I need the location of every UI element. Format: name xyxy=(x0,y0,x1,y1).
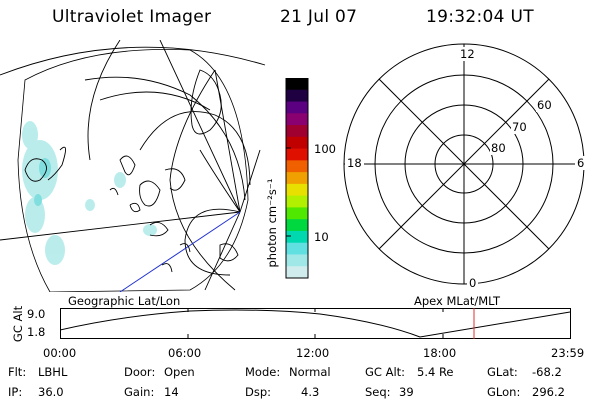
field-of-view-boundary xyxy=(17,48,249,292)
altitude-xtick-1200: 12:00 xyxy=(296,346,330,360)
info-seq-key: Seq: xyxy=(365,385,391,399)
colorbar-swatch xyxy=(286,230,308,244)
mlat-label-70: 70 xyxy=(511,120,528,134)
info-gc-alt: GC Alt: 5.4 Re xyxy=(365,365,475,379)
coastlines xyxy=(24,69,239,273)
info-mode-value: Normal xyxy=(289,365,331,379)
info-door-key: Door: xyxy=(124,365,156,379)
emission-patches xyxy=(22,121,157,265)
colorbar-tick-label-10: 10 xyxy=(314,230,329,244)
info-ip-key: IP: xyxy=(8,385,23,399)
colorbar-swatch xyxy=(286,242,308,255)
info-seq-value: 39 xyxy=(399,385,414,399)
altitude-ytick-1-8: 1.8 xyxy=(27,325,46,339)
info-flt-key: Flt: xyxy=(8,365,27,379)
polar-diagonal-2 xyxy=(378,78,550,250)
mlt-label-bottom: 0 xyxy=(467,276,479,290)
colorbar-swatch xyxy=(286,148,308,161)
colorbar-swatch xyxy=(286,136,308,150)
info-mode: Mode: Normal xyxy=(245,365,355,379)
apex-caption: Apex MLat/MLT xyxy=(414,294,501,308)
info-flt-value: LBHL xyxy=(38,365,68,379)
info-glon-key: GLon: xyxy=(487,385,521,399)
info-dsp-value: 4.3 xyxy=(301,385,320,399)
info-dsp: Dsp: 4.3 xyxy=(245,385,355,399)
geographic-caption: Geographic Lat/Lon xyxy=(68,294,181,308)
time-label: 19:32:04 UT xyxy=(426,7,534,27)
mlt-label-right: 6 xyxy=(575,156,587,170)
info-gain-key: Gain: xyxy=(124,385,155,399)
colorbar-swatch xyxy=(286,160,308,173)
emission-patches-bright xyxy=(34,158,51,206)
satellite-track xyxy=(119,211,241,292)
altitude-xtick-0600: 06:00 xyxy=(168,346,202,360)
colorbar-swatch xyxy=(286,89,308,103)
info-gc-alt-key: GC Alt: xyxy=(365,365,406,379)
info-glat-value: -68.2 xyxy=(532,365,562,379)
info-glat-key: GLat: xyxy=(487,365,518,379)
colorbar xyxy=(285,78,309,279)
mlat-label-80: 80 xyxy=(490,141,507,155)
info-ip: IP: 36.0 xyxy=(8,385,98,399)
geographic-map xyxy=(0,40,266,292)
colorbar-swatch xyxy=(286,254,308,267)
colorbar-swatch xyxy=(286,172,308,185)
info-door-value: Open xyxy=(164,365,195,379)
geographic-grid xyxy=(0,40,266,291)
altitude-xticks xyxy=(187,308,444,339)
colorbar-unit-label: photon cm⁻²s⁻¹ xyxy=(265,178,279,268)
altitude-xtick-0000: 00:00 xyxy=(43,346,77,360)
mlt-label-top: 12 xyxy=(458,47,477,61)
info-flt: Flt: LBHL xyxy=(8,365,98,379)
info-glon-value: 296.2 xyxy=(532,385,565,399)
colorbar-swatch xyxy=(286,207,308,220)
altitude-plot xyxy=(60,308,571,339)
colorbar-tick-label-100: 100 xyxy=(314,142,336,156)
info-ip-value: 36.0 xyxy=(38,385,64,399)
info-mode-key: Mode: xyxy=(245,365,281,379)
info-door: Door: Open xyxy=(124,365,224,379)
colorbar-swatch xyxy=(286,113,308,126)
info-dsp-key: Dsp: xyxy=(245,385,272,399)
info-glat: GLat: -68.2 xyxy=(487,365,597,379)
colorbar-swatch xyxy=(286,195,308,208)
info-gc-alt-value: 5.4 Re xyxy=(417,365,454,379)
info-seq: Seq: 39 xyxy=(365,385,475,399)
info-glon: GLon: 296.2 xyxy=(487,385,597,399)
altitude-xtick-1800: 18:00 xyxy=(423,346,457,360)
colorbar-frame xyxy=(285,78,309,279)
colorbar-swatch xyxy=(286,78,308,91)
altitude-ytick-9: 9.0 xyxy=(27,307,46,321)
polar-plot xyxy=(343,43,585,285)
mlat-label-60: 60 xyxy=(536,98,553,112)
colorbar-swatch xyxy=(286,183,308,197)
colorbar-swatch xyxy=(286,101,308,114)
mlt-label-left: 18 xyxy=(345,156,364,170)
info-gain-value: 14 xyxy=(164,385,179,399)
colorbar-swatch xyxy=(286,125,308,138)
colorbar-swatch xyxy=(286,266,308,279)
instrument-title: Ultraviolet Imager xyxy=(52,7,212,27)
altitude-ylabel: GC Alt xyxy=(11,305,25,343)
altitude-xtick-2359: 23:59 xyxy=(551,346,585,360)
date-label: 21 Jul 07 xyxy=(280,7,358,27)
altitude-curve xyxy=(60,309,571,338)
colorbar-swatch xyxy=(286,219,308,232)
info-gain: Gain: 14 xyxy=(124,385,224,399)
